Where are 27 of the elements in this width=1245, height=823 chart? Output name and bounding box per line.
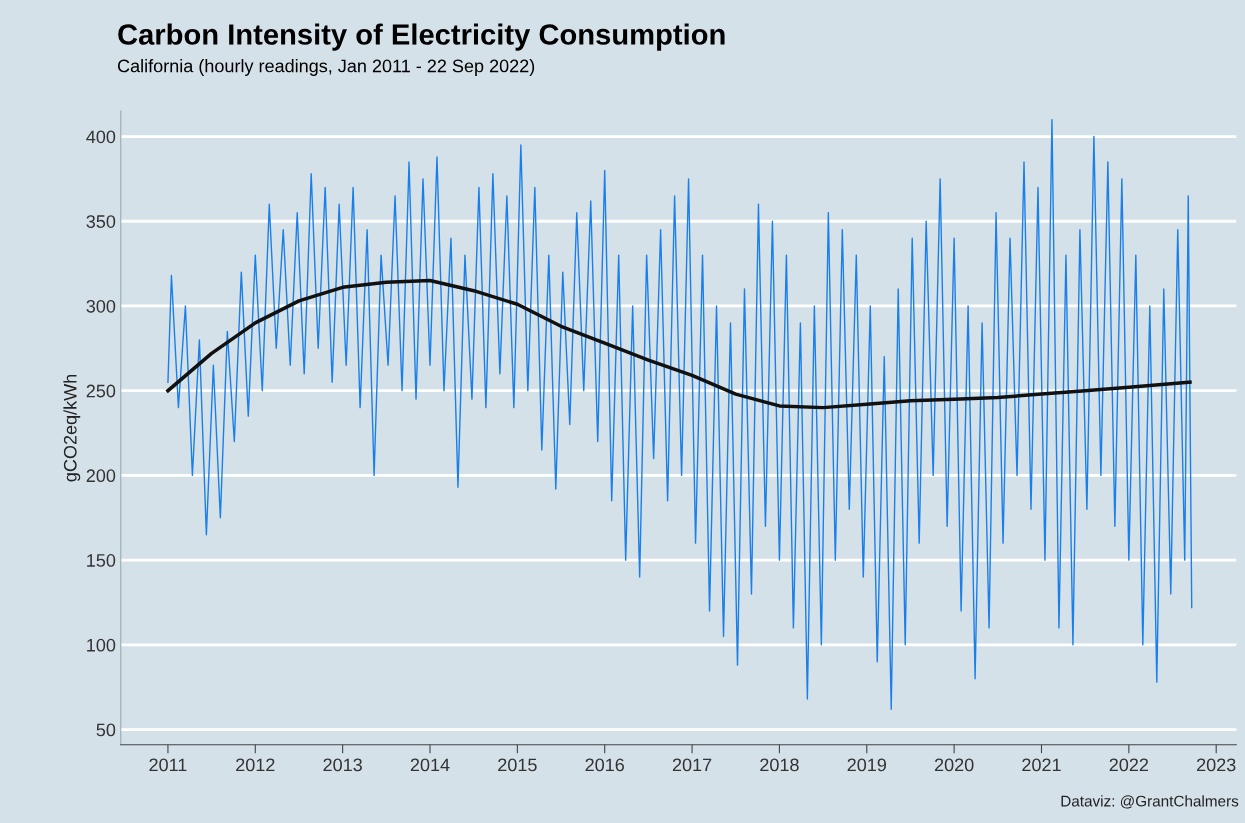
line-series bbox=[167, 118, 1193, 710]
x-tick-label: 2012 bbox=[236, 758, 275, 772]
y-tick-label: 250 bbox=[86, 384, 116, 398]
y-tick-label: 200 bbox=[86, 469, 116, 483]
chart-subtitle: California (hourly readings, Jan 2011 - 22 Sep 2022) bbox=[117, 59, 535, 76]
chart-title: Carbon Intensity of Electricity Consumption bbox=[118, 23, 725, 51]
x-tick-label: 2017 bbox=[672, 758, 712, 772]
x-tick-label: 2022 bbox=[1109, 758, 1149, 772]
x-tick-label: 2019 bbox=[847, 758, 886, 772]
x-tick-label: 2023 bbox=[1197, 758, 1236, 772]
x-tick-label: 2015 bbox=[498, 758, 537, 772]
y-axis-title: gCO2eq/kWh bbox=[63, 374, 81, 482]
y-tick-label: 50 bbox=[96, 723, 116, 737]
y-tick-label: 300 bbox=[86, 299, 116, 313]
y-tick-label: 350 bbox=[86, 215, 116, 228]
y-tick-label: 400 bbox=[86, 130, 116, 144]
y-tick-label: 100 bbox=[87, 638, 116, 652]
line-series bbox=[166, 278, 1192, 410]
x-tick-label: 2020 bbox=[934, 758, 974, 772]
x-tick-label: 2011 bbox=[149, 758, 187, 772]
x-tick-label: 2021 bbox=[1022, 758, 1061, 772]
x-tick-label: 2014 bbox=[410, 758, 450, 772]
x-tick-label: 2013 bbox=[323, 758, 362, 772]
x-tick-label: 2016 bbox=[585, 758, 624, 772]
y-tick-label: 150 bbox=[87, 554, 116, 567]
x-tick-label: 2018 bbox=[760, 758, 799, 772]
text: Dataviz: @GrantChalmers bbox=[1061, 795, 1239, 809]
